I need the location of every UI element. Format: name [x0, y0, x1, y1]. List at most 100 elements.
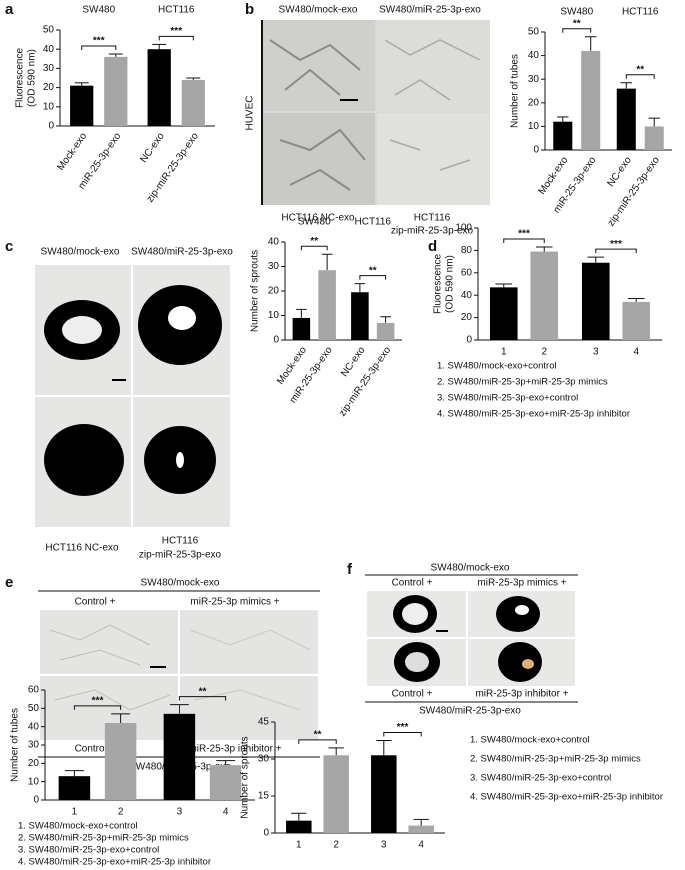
panel-letter: b: [245, 1, 254, 18]
group-label: SW480: [298, 217, 331, 228]
y-tick-label: 40: [43, 44, 55, 55]
y-tick-label: 80: [461, 245, 473, 256]
significance-label: ***: [93, 36, 105, 47]
image-label: SW480/mock-exo: [279, 5, 358, 16]
significance-label: ***: [610, 239, 622, 250]
significance-bracket: [595, 248, 637, 254]
group-label: HCT116: [355, 217, 392, 228]
x-tick-label: 4: [633, 347, 639, 358]
significance-label: **: [314, 730, 322, 741]
legend-note: 1. SW480/mock-exo+control: [470, 735, 590, 746]
panel-letter: d: [428, 238, 437, 255]
bar: [58, 776, 91, 800]
significance-bracket: [359, 275, 387, 280]
x-tick-label: 2: [333, 840, 339, 851]
y-tick-label: 50: [528, 27, 540, 38]
legend-note: 3. SW480/miR-25-3p-exo+control: [470, 773, 611, 784]
x-tick-label: NC-exo: [605, 155, 634, 189]
y-tick-label: 30: [268, 261, 280, 272]
y-tick-label: 100: [455, 223, 472, 234]
x-tick-label: 4: [223, 807, 229, 818]
image-label: zip-miR-25-3p-exo: [139, 550, 222, 561]
y-axis-label: (OD 590 nm): [27, 49, 38, 107]
significance-label: **: [199, 686, 207, 697]
x-tick-label: zip-miR-25-3p-exo: [606, 155, 662, 229]
y-tick-label: 20: [43, 82, 55, 93]
legend-note: 4. SW480/miR-25-3p-exo+miR-25-3p inhibit…: [18, 857, 211, 868]
image-label: Control +: [392, 689, 433, 700]
image-label: Control +: [75, 744, 116, 755]
significance-bracket: [158, 35, 194, 41]
significance-label: ***: [92, 695, 104, 706]
significance-label: ***: [170, 26, 182, 37]
y-tick-label: 30: [28, 740, 40, 751]
legend-note: 3. SW480/miR-25-3p-exo+control: [18, 845, 159, 856]
image-label: SW480/miR-25-3p-exo: [419, 706, 521, 717]
significance-label: **: [310, 236, 318, 247]
y-tick-label: 40: [461, 290, 473, 301]
panel-letter: e: [5, 574, 13, 591]
bar: [286, 820, 312, 833]
x-tick-label: zip-miR-25-3p-exo: [337, 345, 393, 419]
significance-bracket: [73, 705, 122, 710]
y-axis-label: Number of tubes: [10, 708, 21, 782]
y-tick-label: 20: [528, 97, 540, 108]
y-tick-label: 0: [33, 795, 39, 806]
image-label: Control +: [392, 578, 433, 589]
x-tick-label: Mock-exo: [55, 131, 89, 173]
image-label: HCT116: [162, 536, 199, 547]
legend-note: 1. SW480/mock-exo+control: [437, 361, 557, 372]
image-label: miR-25-3p mimics +: [477, 578, 566, 589]
image-label: Control +: [75, 597, 116, 608]
bar: [376, 322, 395, 340]
x-tick-label: 1: [72, 807, 78, 818]
y-tick-label: 0: [48, 121, 54, 132]
legend-note: 2. SW480/miR-25-3p+miR-25-3p mimics: [18, 833, 189, 844]
y-tick-label: 0: [533, 145, 539, 156]
bar: [70, 85, 94, 126]
image-label: miR-25-3p inhibitor +: [475, 689, 568, 700]
image-label: miR-25-3p mimics +: [190, 597, 279, 608]
significance-label: **: [369, 265, 377, 276]
group-label: SW480: [82, 5, 115, 16]
y-tick-label: 60: [461, 267, 473, 278]
significance-bracket: [625, 74, 655, 79]
image-label: HCT116 NC-exo: [45, 543, 119, 554]
bar: [318, 270, 336, 340]
y-tick-label: 60: [28, 685, 40, 696]
bar: [292, 317, 311, 340]
bar: [553, 121, 573, 150]
legend-note: 3. SW480/miR-25-3p-exo+control: [437, 393, 578, 404]
y-tick-label: 30: [258, 754, 270, 765]
y-tick-label: 0: [273, 335, 279, 346]
y-axis-label: Number of sprouts: [240, 736, 251, 818]
group-label: SW480: [560, 7, 593, 18]
significance-bracket: [178, 696, 227, 701]
significance-bracket: [300, 245, 328, 251]
image-label: SW480/miR-25-3p-exo: [379, 5, 481, 16]
image-label: HUVEC: [245, 95, 256, 130]
x-tick-label: 1: [501, 347, 507, 358]
significance-label: ***: [397, 722, 409, 733]
panel-letter: a: [5, 1, 14, 18]
significance-bracket: [298, 739, 337, 744]
y-tick-label: 20: [268, 286, 280, 297]
bar: [104, 723, 137, 800]
bar: [104, 56, 128, 126]
group-label: HCT116: [622, 7, 659, 18]
bar: [147, 49, 171, 127]
y-axis-label: Fluorescence: [433, 254, 444, 314]
image-label: SW480/mock-exo: [41, 247, 120, 258]
bar: [181, 79, 205, 126]
y-tick-label: 0: [263, 828, 269, 839]
y-tick-label: 10: [28, 776, 40, 787]
image-label: SW480/miR-25-3p-exo: [131, 247, 233, 258]
bar: [644, 126, 664, 150]
significance-bracket: [383, 732, 422, 737]
bar: [351, 292, 369, 340]
y-tick-label: 40: [528, 50, 540, 61]
image-label: HCT116 NC-exo: [281, 213, 355, 224]
x-tick-label: NC-exo: [138, 131, 167, 165]
panel-letter: c: [5, 238, 13, 255]
